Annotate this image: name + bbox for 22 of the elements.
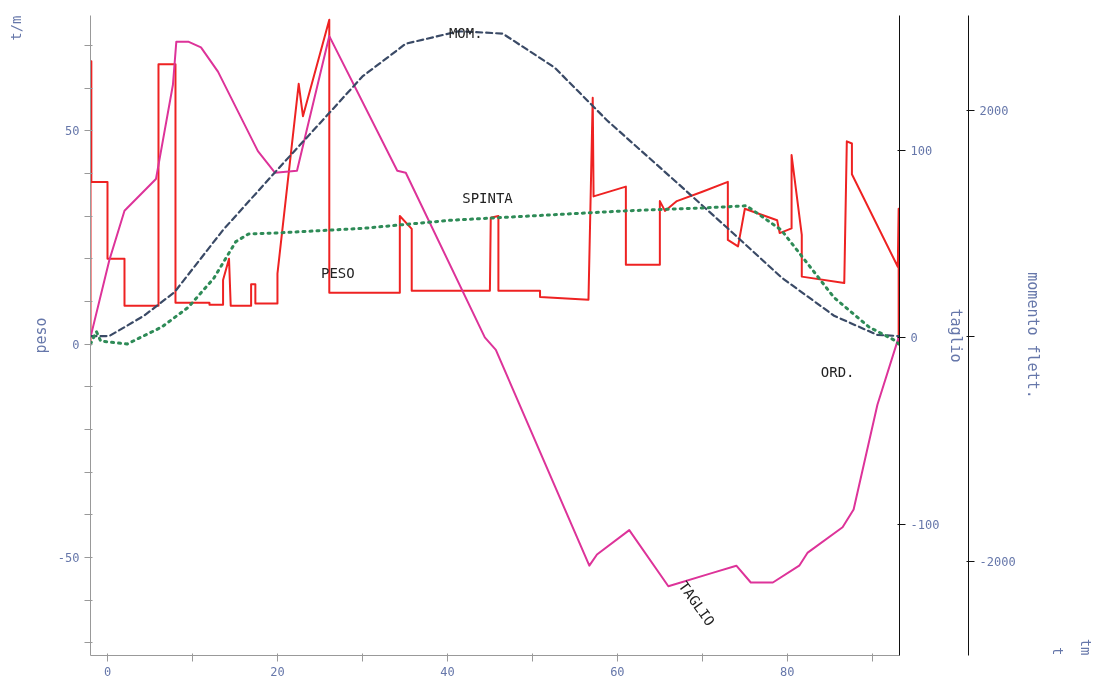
line-series: [90, 204, 900, 346]
annotation: ORD.: [820, 364, 855, 381]
x-tick-label: 60: [610, 664, 625, 679]
y-tick-label: 0: [72, 337, 80, 352]
text: t: [1049, 647, 1066, 656]
y-axis-title: peso: [31, 317, 50, 354]
y3-tick-label: 2000: [979, 103, 1009, 118]
x-tick-label: 0: [103, 664, 112, 679]
y-tick-label: 50: [65, 124, 80, 139]
y2-tick-label: 0: [910, 330, 918, 345]
y2-tick-label: 100: [910, 143, 933, 158]
x-tick-label: 80: [780, 664, 795, 679]
text: tm: [1077, 638, 1094, 656]
y2-tick-label: -100: [910, 518, 940, 533]
y2-axis-title: taglio: [947, 308, 966, 363]
x-tick-label: 20: [270, 664, 285, 679]
y-tick-label: -50: [57, 550, 80, 565]
x-tick-label: 40: [440, 664, 455, 679]
series-label: SPINTA: [462, 189, 514, 206]
y3-tick-label: -2000: [979, 555, 1016, 570]
y3-axis-title: momento flett.: [1023, 272, 1042, 399]
text: t/m: [7, 15, 24, 41]
